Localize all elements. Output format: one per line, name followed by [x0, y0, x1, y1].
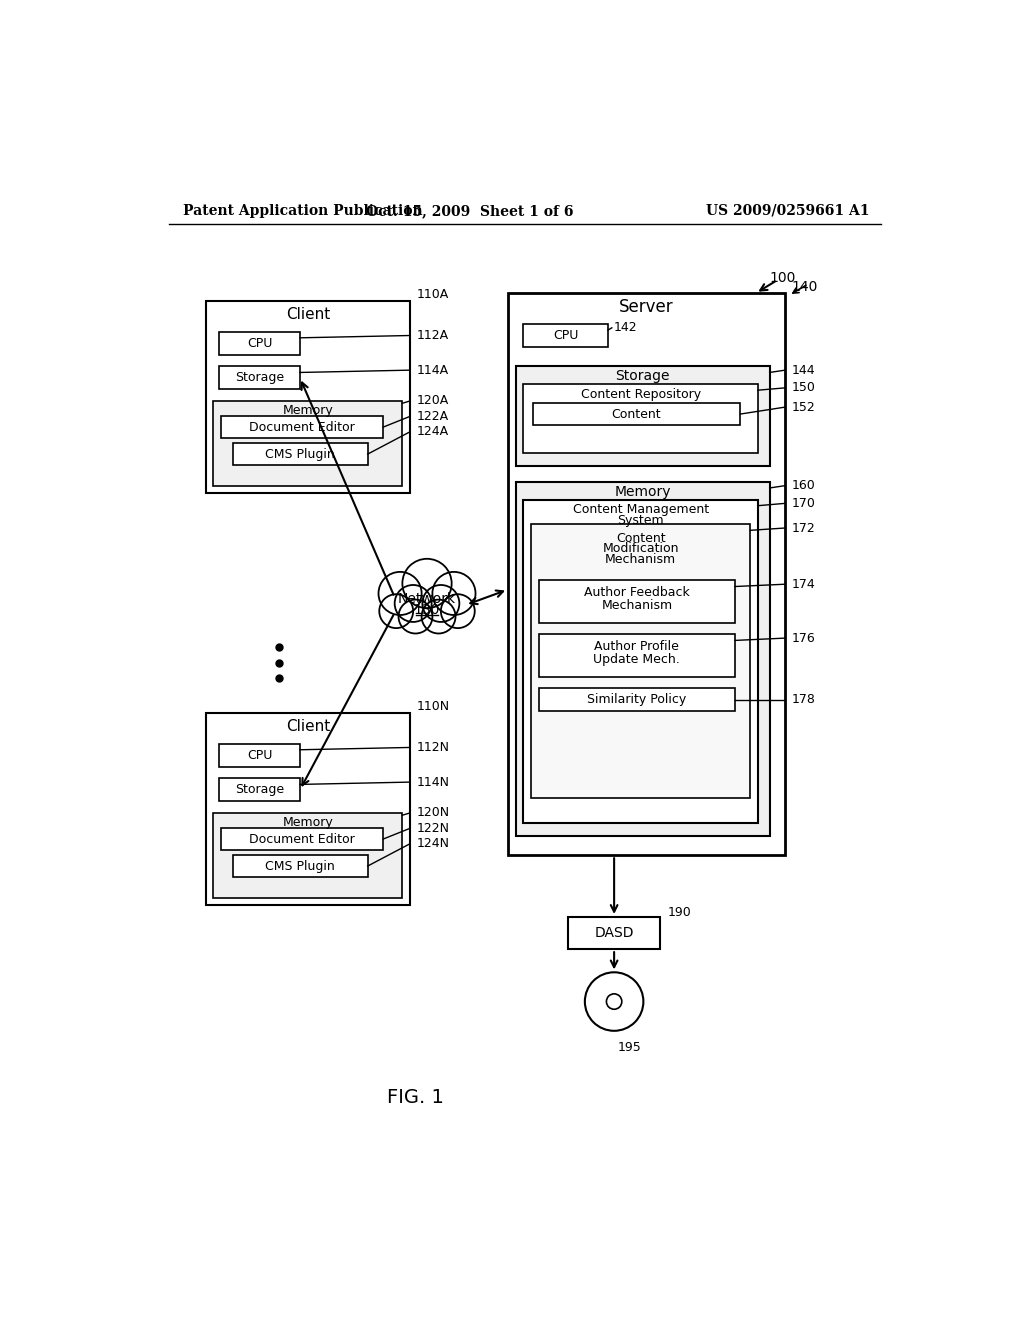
Text: 112A: 112A	[416, 329, 449, 342]
Bar	[206, 713, 410, 906]
Text: 130: 130	[414, 603, 440, 618]
Text: 160: 160	[792, 479, 815, 492]
Text: Similarity Policy: Similarity Policy	[587, 693, 686, 706]
Text: Update Mech.: Update Mech.	[594, 653, 680, 667]
Bar	[539, 581, 735, 623]
Text: CPU: CPU	[247, 748, 272, 762]
Bar	[219, 743, 300, 767]
Circle shape	[398, 599, 432, 634]
Text: 120A: 120A	[416, 395, 449, 408]
Text: Author Feedback: Author Feedback	[584, 586, 690, 599]
Text: Memory: Memory	[614, 484, 671, 499]
Text: Oct. 15, 2009  Sheet 1 of 6: Oct. 15, 2009 Sheet 1 of 6	[366, 203, 573, 218]
Bar	[219, 331, 300, 355]
Text: 114A: 114A	[416, 363, 449, 376]
Text: 110N: 110N	[416, 700, 450, 713]
Text: 122N: 122N	[416, 822, 450, 834]
Text: Storage: Storage	[234, 371, 284, 384]
Circle shape	[606, 994, 622, 1010]
Text: Document Editor: Document Editor	[250, 421, 355, 434]
Circle shape	[441, 594, 475, 628]
Text: 150: 150	[792, 381, 815, 395]
Text: US 2009/0259661 A1: US 2009/0259661 A1	[707, 203, 869, 218]
Text: Patent Application Publication: Patent Application Publication	[183, 203, 423, 218]
Text: Client: Client	[286, 308, 330, 322]
Text: Server: Server	[620, 298, 674, 315]
Bar	[523, 384, 758, 453]
Text: Network: Network	[398, 591, 456, 606]
Circle shape	[402, 558, 452, 609]
Text: Client: Client	[286, 719, 330, 734]
Text: Author Profile: Author Profile	[594, 640, 679, 653]
Circle shape	[585, 973, 643, 1031]
Bar	[219, 779, 300, 801]
Bar	[508, 293, 785, 855]
Text: 144: 144	[792, 363, 815, 376]
Text: CPU: CPU	[553, 329, 579, 342]
Text: 100: 100	[770, 271, 796, 285]
Bar	[219, 367, 300, 389]
Bar	[221, 829, 383, 850]
Circle shape	[422, 585, 460, 622]
Text: 190: 190	[668, 907, 692, 920]
Bar	[532, 404, 740, 425]
Text: 178: 178	[792, 693, 815, 706]
Text: 124A: 124A	[416, 425, 449, 438]
Bar	[568, 917, 660, 949]
Circle shape	[422, 599, 456, 634]
Text: CMS Plugin: CMS Plugin	[265, 447, 335, 461]
Circle shape	[394, 585, 432, 622]
Text: 174: 174	[792, 578, 815, 591]
Text: 195: 195	[617, 1041, 642, 1055]
Text: 110A: 110A	[416, 288, 449, 301]
Text: 120N: 120N	[416, 807, 450, 820]
Text: Document Editor: Document Editor	[250, 833, 355, 846]
Text: 114N: 114N	[416, 776, 450, 788]
Text: 172: 172	[792, 521, 815, 535]
Text: 142: 142	[614, 321, 638, 334]
Text: Content: Content	[615, 532, 666, 545]
Text: Content Management: Content Management	[572, 503, 709, 516]
Bar	[221, 416, 383, 438]
Text: DASD: DASD	[594, 927, 634, 940]
Text: 122A: 122A	[416, 409, 449, 422]
Bar	[213, 813, 402, 898]
Bar	[531, 524, 751, 797]
Circle shape	[379, 594, 413, 628]
Text: Storage: Storage	[234, 783, 284, 796]
Bar	[539, 635, 735, 677]
Text: 140: 140	[792, 280, 817, 294]
Text: CMS Plugin: CMS Plugin	[265, 859, 335, 873]
Text: CPU: CPU	[247, 337, 272, 350]
Bar	[233, 444, 368, 465]
Text: Content Repository: Content Repository	[581, 388, 700, 400]
Text: System: System	[617, 513, 664, 527]
Bar	[515, 482, 770, 836]
Bar	[523, 323, 608, 347]
Text: Memory: Memory	[283, 404, 333, 417]
Bar	[213, 401, 402, 486]
Text: 170: 170	[792, 496, 815, 510]
Text: Memory: Memory	[283, 816, 333, 829]
Text: 112N: 112N	[416, 741, 450, 754]
Bar	[206, 301, 410, 494]
Bar	[523, 499, 758, 822]
Text: Mechanism: Mechanism	[605, 553, 676, 566]
Text: 152: 152	[792, 400, 815, 413]
Bar	[539, 688, 735, 711]
Bar	[233, 855, 368, 876]
Text: Mechanism: Mechanism	[601, 599, 673, 612]
Circle shape	[432, 572, 475, 615]
Text: Storage: Storage	[615, 370, 670, 383]
Text: Modification: Modification	[602, 543, 679, 556]
Text: 176: 176	[792, 631, 815, 644]
Text: Content: Content	[611, 408, 662, 421]
Bar	[515, 367, 770, 466]
Text: 124N: 124N	[416, 837, 450, 850]
Text: FIG. 1: FIG. 1	[387, 1088, 443, 1107]
Circle shape	[379, 572, 422, 615]
